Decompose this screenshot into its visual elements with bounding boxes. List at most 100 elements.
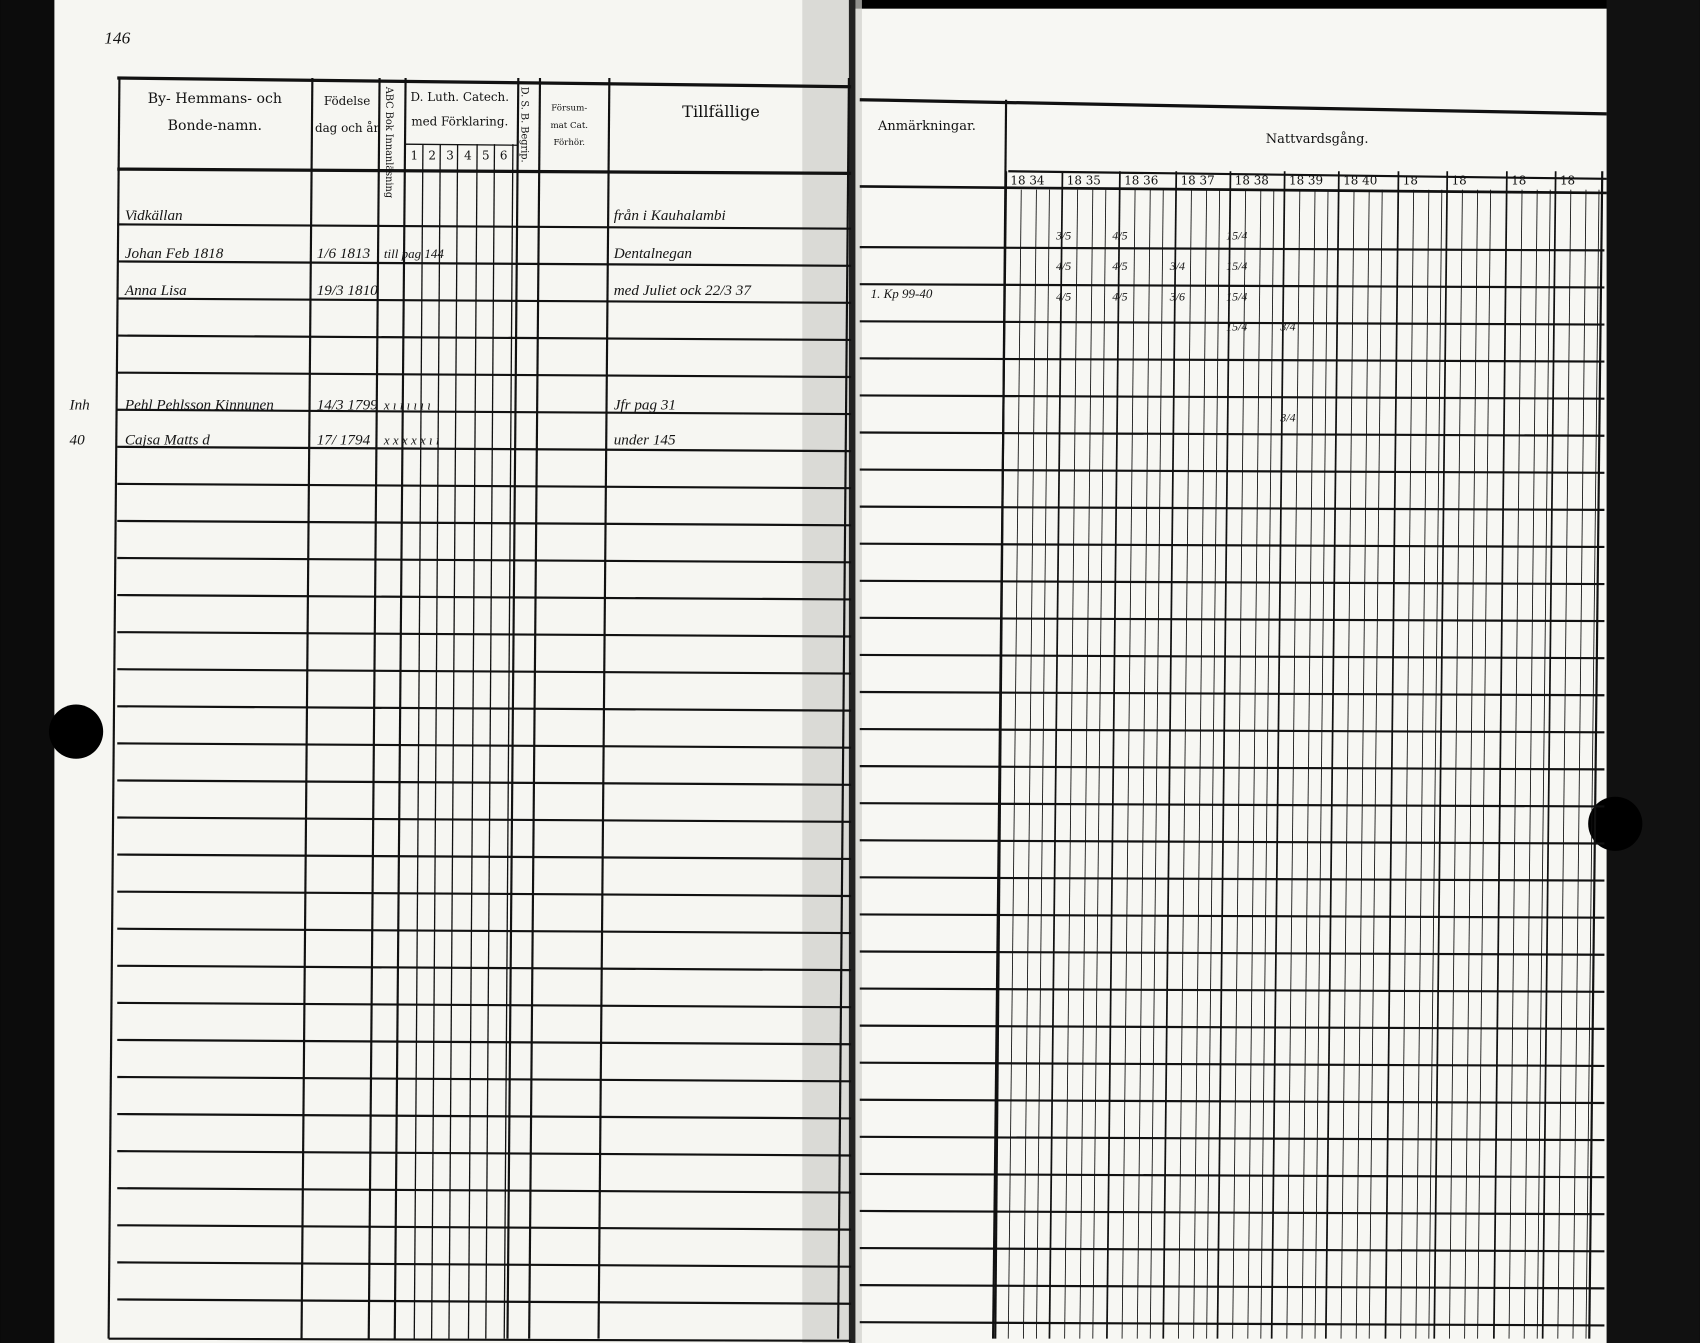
row-rule [117, 1150, 852, 1157]
register-entry: Inh Pehl Pehlsson Kinnunen 14/3 1799 x ı ı … [69, 397, 676, 414]
catechism-column-number: 5 [482, 148, 490, 162]
row-rule [117, 853, 852, 860]
year-column-rule [1588, 171, 1604, 1339]
row-rule [859, 505, 1605, 511]
register-entry: Johan Feb 1818 1/6 1813 till pag 144 Dental… [125, 245, 692, 262]
entry-name: Anna Lisa [124, 282, 187, 299]
header-tillfallige: Tillfällige [682, 102, 760, 121]
row-rule [117, 334, 852, 342]
row-rule [859, 1024, 1605, 1030]
row-rule [859, 1284, 1605, 1290]
catechism-column-number: 1 [410, 148, 418, 162]
row-rule [117, 482, 852, 490]
communion-mark: 4/5 [1056, 289, 1071, 303]
header-abc: ABC Bok Innanläsning [383, 86, 394, 198]
row-rule [859, 320, 1605, 326]
left-header: By- Hemmans- och Bonde-namn. Födelse dag… [148, 86, 760, 198]
year-header: 18 39 [1289, 173, 1323, 187]
entry-name: Johan Feb 1818 [125, 245, 224, 262]
bottom-rule [108, 1337, 852, 1342]
row-rule [117, 1001, 852, 1009]
entry-tillfallige: med Juliet ock 22/3 37 [614, 282, 753, 299]
row-rule [859, 1321, 1605, 1327]
year-header: 18 [1560, 173, 1575, 187]
subcolumn-rule [1136, 189, 1151, 1339]
communion-mark: 3/6 [1169, 289, 1185, 303]
entry-tillfallige: Jfr pag 31 [614, 397, 676, 414]
row-rule [859, 246, 1605, 252]
communion-mark: 3/4 [1279, 320, 1295, 334]
header-missed-2: mat Cat. [550, 121, 588, 131]
subcolumn-rule [1193, 189, 1208, 1339]
header-name-2: Bonde-namn. [168, 118, 262, 134]
catechism-column-rule [467, 144, 478, 1339]
row-rule [859, 876, 1605, 882]
year-header: 18 35 [1067, 173, 1101, 187]
year-column-rule [991, 171, 1008, 1339]
year-header: 18 [1452, 173, 1467, 187]
catechism-column-number: 2 [428, 148, 436, 162]
row-rule [859, 765, 1605, 771]
row-rule [117, 1038, 852, 1046]
binding-hole-right [1588, 796, 1643, 851]
row-rule [859, 1135, 1605, 1142]
header-missed-3: Förhör. [553, 138, 585, 148]
subcolumn-rule [1177, 189, 1192, 1339]
entry-birth: 19/3 1810 [317, 282, 378, 299]
ruled-grid [107, 76, 1607, 1342]
year-header: 18 34 [1010, 173, 1044, 187]
row-rule [117, 816, 852, 823]
row-rule [859, 802, 1605, 808]
year-column-rule [1433, 171, 1449, 1339]
row-rule [117, 1224, 852, 1231]
row-rule [859, 357, 1605, 363]
header-catechism-2: med Förklaring. [411, 115, 508, 129]
header-top-rule [859, 98, 1607, 116]
communion-mark: 4/5 [1112, 289, 1127, 303]
row-rule [859, 839, 1605, 845]
entry-tillfallige: från i Kauhalambi [614, 207, 726, 224]
communion-mark: 3/4 [1169, 259, 1185, 273]
row-rule [117, 742, 852, 749]
row-rule [859, 913, 1605, 919]
header-missed-1: Försum- [551, 104, 587, 114]
right-entries: 1. Kp 99-40 3/5 4/5 15/4 4/5 4/5 3/4 15/4 4/5 4/… [871, 229, 1296, 425]
page-number: 146 [104, 28, 130, 47]
entry-prefix: Inh [69, 397, 90, 414]
right-header: Anmärkningar. Nattvardsgång. 18 34 18 35 1… [877, 119, 1575, 187]
row-rule [117, 297, 852, 304]
row-rule [117, 223, 852, 230]
subcolumn-rule [1247, 189, 1262, 1339]
entries: Vidkällan från i Kauhalambi Johan Feb 1818… [69, 207, 753, 448]
row-rule [117, 1075, 852, 1083]
catechism-column-rule [430, 144, 441, 1339]
row-rule [859, 283, 1605, 289]
row-rule [117, 408, 852, 416]
header-birth-2: dag och år [315, 121, 380, 135]
year-column-rule [1048, 171, 1064, 1339]
subcolumn-rule [1121, 189, 1136, 1339]
header-catechism-1: D. Luth. Catech. [411, 90, 509, 104]
communion-mark: 4/5 [1112, 259, 1127, 273]
header-bottom-rule [117, 167, 852, 176]
header-remarks: Anmärkningar. [877, 119, 976, 134]
row-rule [859, 1172, 1605, 1179]
subcolumn-rule [1523, 189, 1538, 1339]
row-rule [117, 260, 852, 267]
subcolumn-rule [1536, 189, 1551, 1339]
register-entry: 40 Cajsa Matts d 17/ 1794 x x x x x ı ı unde… [70, 431, 676, 448]
subcolumn-rule [1036, 189, 1050, 1339]
row-rule [859, 987, 1605, 993]
right-edge [1606, 0, 1700, 1343]
row-rule [117, 631, 852, 638]
row-rule [117, 519, 852, 527]
subcolumn-rule [1415, 189, 1430, 1339]
communion-mark: 3/4 [1279, 411, 1295, 425]
row-rule [117, 668, 852, 675]
row-rule [117, 371, 852, 379]
row-rule [117, 705, 852, 712]
year-column-rule [1384, 171, 1400, 1339]
subcolumn-rule [1064, 189, 1079, 1339]
communion-mark: 3/5 [1055, 229, 1071, 243]
